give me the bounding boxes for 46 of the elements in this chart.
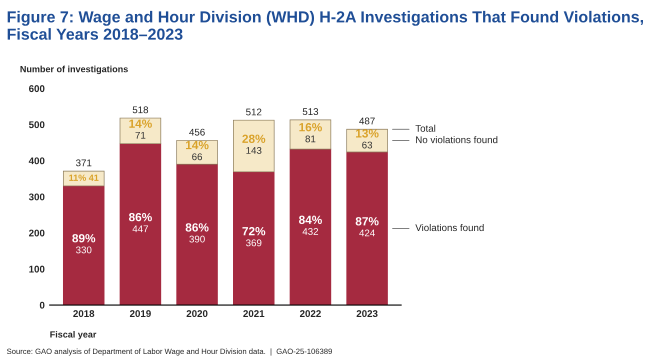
y-tick-label: 400 — [28, 157, 44, 164]
bar — [120, 143, 162, 306]
bar — [176, 164, 218, 306]
data-label: 87% 424 — [356, 217, 379, 236]
text: No violations found — [416, 136, 498, 144]
total-label: 487 — [359, 118, 375, 124]
y-tick-label: 0 — [40, 302, 44, 309]
data-label: 86% 390 — [186, 223, 209, 243]
y-tick-label: 200 — [28, 230, 44, 236]
data-label: 13% 63 — [356, 129, 379, 148]
bar — [346, 152, 388, 306]
x-tick-label: 2022 — [300, 310, 321, 318]
text: Total — [416, 124, 436, 132]
total-label: 518 — [132, 106, 148, 114]
bar — [290, 148, 332, 306]
chart-title: Figure 7: Wage and Hour Division (WHD) H-2A Investigations That Found Violations, Fiscal Years 2018–2023 — [8, 10, 643, 40]
data-label: 28% 143 — [242, 134, 266, 154]
total-label: 371 — [76, 159, 92, 166]
data-label: 16% 81 — [299, 123, 322, 142]
bar — [290, 120, 332, 150]
x-tick-label: 2018 — [73, 310, 94, 318]
y-axis-title: Number of investigations — [20, 66, 128, 74]
data-label: 86% 447 — [128, 212, 152, 232]
text: Violations found — [415, 224, 484, 232]
data-label: 84% 432 — [298, 216, 322, 235]
x-tick-label: 2021 — [243, 310, 264, 318]
data-label: 72% 369 — [242, 227, 266, 246]
data-label: 89% 330 — [72, 234, 96, 254]
x-axis-title: Fiscal year — [50, 330, 96, 340]
y-tick-label: 100 — [29, 266, 44, 273]
total-label: 456 — [189, 128, 205, 136]
bar — [120, 118, 162, 144]
data-label: 14% 71 — [129, 119, 152, 139]
total-label: 512 — [246, 108, 262, 116]
data-label: 11% 41 — [69, 174, 99, 181]
x-tick-label: 2019 — [130, 310, 151, 318]
total-label: 513 — [302, 108, 318, 116]
bar — [233, 120, 275, 172]
x-tick-label: 2023 — [356, 310, 378, 318]
x-tick-label: 2020 — [186, 310, 208, 318]
y-tick-label: 300 — [28, 193, 44, 200]
data-label: 14% 66 — [186, 140, 209, 160]
y-tick-label: 600 — [29, 85, 44, 92]
y-tick-label: 500 — [28, 121, 44, 128]
bar — [233, 171, 275, 306]
bar — [62, 186, 104, 306]
